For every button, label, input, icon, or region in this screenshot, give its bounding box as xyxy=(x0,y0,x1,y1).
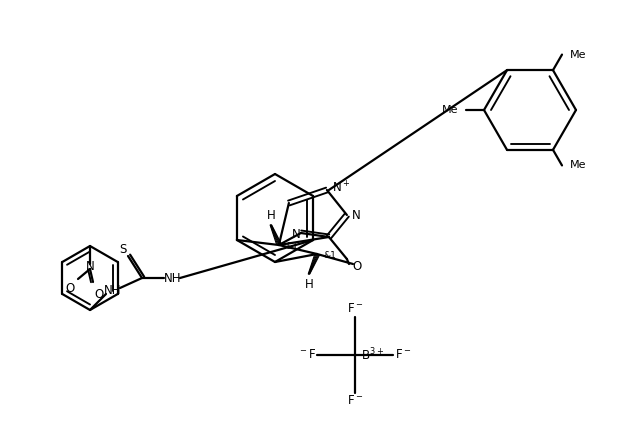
Text: F$^-$: F$^-$ xyxy=(347,303,363,315)
Text: H: H xyxy=(305,277,314,291)
Text: O: O xyxy=(352,259,361,273)
Text: &1: &1 xyxy=(323,250,336,259)
Text: H: H xyxy=(267,208,275,222)
Text: Me: Me xyxy=(570,160,587,170)
Text: N: N xyxy=(86,261,95,273)
Text: N: N xyxy=(352,208,361,222)
Text: Me: Me xyxy=(441,105,458,115)
Text: F$^-$: F$^-$ xyxy=(347,395,363,407)
Text: $^-$F: $^-$F xyxy=(298,348,316,362)
Text: Me: Me xyxy=(570,50,587,59)
Text: &1: &1 xyxy=(285,241,298,250)
Text: O: O xyxy=(65,282,75,294)
Text: N: N xyxy=(291,228,300,241)
Text: NH: NH xyxy=(164,271,182,285)
Text: B$^{3+}$: B$^{3+}$ xyxy=(361,347,384,363)
Text: S: S xyxy=(119,243,127,256)
Text: O: O xyxy=(95,288,104,301)
Text: N$^+$: N$^+$ xyxy=(332,180,351,196)
Text: NH: NH xyxy=(104,283,122,297)
Text: F$^-$: F$^-$ xyxy=(395,348,411,362)
